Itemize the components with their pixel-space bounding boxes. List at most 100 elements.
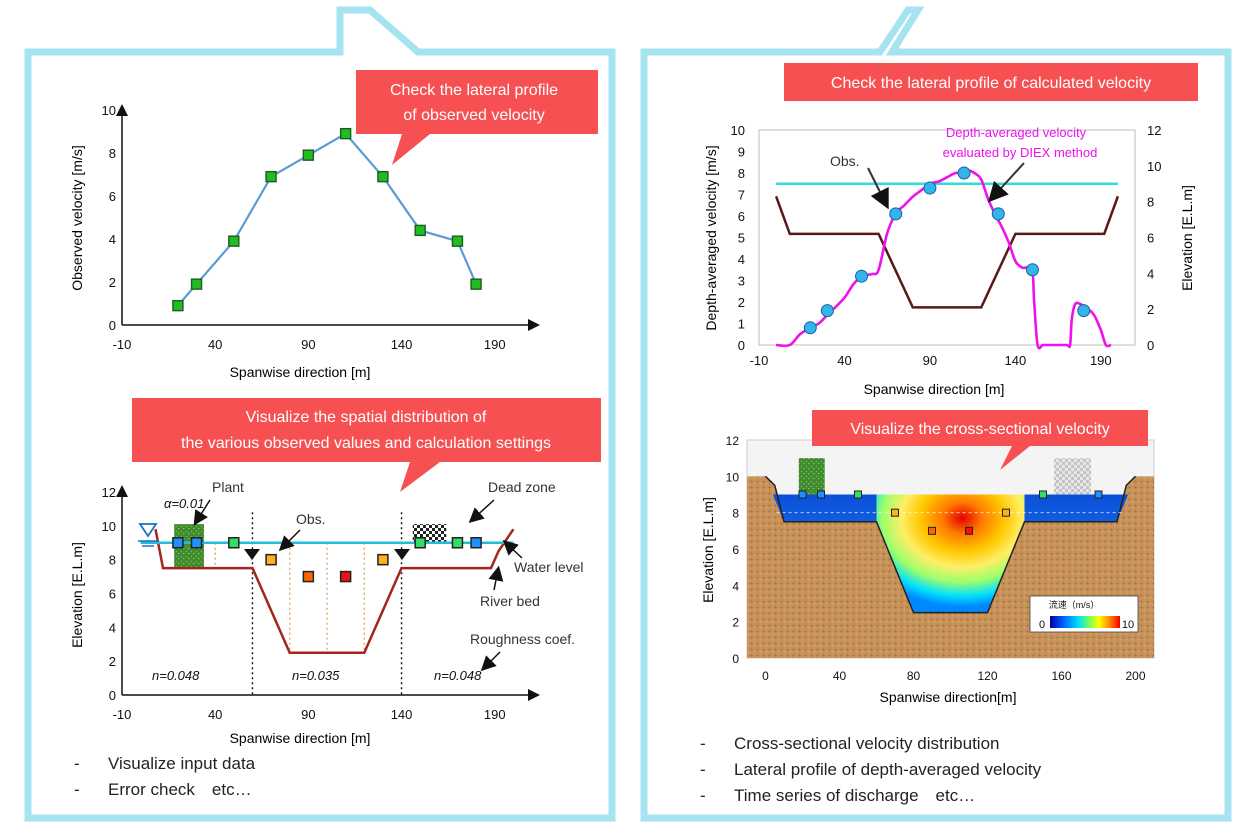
y2-tick-label: 8 (1147, 195, 1154, 210)
y-tick-label: 0 (732, 652, 739, 666)
obs-label: Obs. (830, 153, 860, 169)
obs-arrow (867, 167, 889, 210)
observation-point (1039, 490, 1047, 499)
observation-point (414, 537, 426, 549)
observed-velocity-line (177, 132, 478, 307)
observation-point (339, 570, 352, 583)
roughness-arrow (480, 651, 501, 672)
y2-tick-label: 6 (1147, 231, 1154, 246)
y-tick-label: 0 (109, 318, 116, 333)
list-item: - Time series of discharge etc… (700, 786, 976, 805)
callout-text: Check the lateral profile of calculated … (831, 75, 1151, 92)
calc-line-arrow (987, 162, 1025, 203)
alpha-label: α=0.01 (164, 496, 204, 511)
observation-points (798, 490, 1103, 535)
x-tick-label: 0 (762, 669, 769, 683)
colorbar-max: 10 (1122, 619, 1134, 631)
data-point (470, 278, 482, 290)
y-tick-label: 3 (738, 274, 745, 289)
x-tick-label: -10 (113, 707, 132, 722)
observed-velocity-chart: 0 2 4 6 8 10 -10 40 90 140 190 Spanwise direction… (69, 103, 540, 380)
observation-point (965, 526, 973, 535)
x-tick-label: 80 (907, 669, 921, 683)
river-bed-arrow (488, 565, 504, 591)
y-tick-label: 2 (738, 295, 745, 310)
y-ticks: 0 2 4 6 8 10 12 (726, 434, 740, 666)
y-tick-label: 10 (726, 470, 740, 484)
y-tick-label: 12 (102, 485, 116, 500)
y2-tick-label: 2 (1147, 302, 1154, 317)
plant-label: Plant (212, 479, 244, 495)
spatial-distribution-chart: 0 2 4 6 8 10 12 -10 40 90 140 190 Plant α=0.01 Obs… (69, 479, 584, 746)
x-tick-label: 140 (391, 707, 413, 722)
list-item: - Error check etc… (74, 780, 252, 799)
y-axis-label: Elevation [E.L.m] (69, 542, 85, 648)
water-level-arrow (502, 539, 523, 559)
y-tick-label: 2 (109, 654, 116, 669)
divider-marker-right (394, 549, 410, 560)
colorbar-title: 流速（m/s） (1049, 599, 1100, 610)
y2-tick-label: 12 (1147, 123, 1161, 138)
observation-point (928, 526, 936, 535)
y-tick-label: 4 (109, 620, 116, 635)
observed-point (820, 304, 834, 318)
river-bed-line (154, 528, 515, 654)
callout-cross-section: Visualize the cross-sectional velocity (812, 410, 1148, 470)
observation-point (302, 570, 315, 583)
y-tick-label: 10 (102, 519, 116, 534)
x-tick-label: 200 (1125, 669, 1145, 683)
channel-outline (764, 475, 1137, 614)
x-tick-label: 120 (977, 669, 997, 683)
water-level-symbol (138, 523, 158, 547)
y-tick-label: 7 (738, 188, 745, 203)
x-tick-label: -10 (750, 353, 769, 368)
callout-line-1: Visualize the spatial distribution of (246, 409, 487, 426)
x-tick-label: 90 (301, 337, 315, 352)
y-tick-label: 2 (109, 275, 116, 290)
observation-point (377, 553, 389, 566)
observed-point (923, 181, 937, 195)
y-tick-label: 9 (738, 145, 745, 160)
y-tick-label: 8 (738, 166, 745, 181)
x-ticks: -10 40 90 140 190 (113, 707, 506, 722)
list-item: - Lateral profile of depth-averaged veloc… (700, 760, 1042, 779)
y-tick-label: 10 (102, 103, 116, 118)
observed-points (803, 166, 1091, 335)
calc-line-label-1: Depth-averaged velocity (946, 125, 1087, 140)
cross-section-chart: 0 2 4 6 8 10 12 0 40 80 120 160 200 流速（m/s） 0 10 Sp… (700, 434, 1155, 705)
y-tick-label: 1 (738, 317, 745, 332)
list-item: - Visualize input data (74, 754, 256, 773)
roughness-label: Roughness coef. (470, 631, 575, 647)
divider-marker-left (244, 549, 260, 560)
plant-zone (798, 458, 825, 495)
list-item: - Cross-sectional velocity distribution (700, 734, 1000, 753)
y-axis-label: Elevation [E.L.m] (700, 497, 716, 603)
y2-tick-label: 0 (1147, 338, 1154, 353)
data-point (377, 170, 389, 183)
y-tick-label: 6 (109, 189, 116, 204)
data-point (339, 127, 352, 140)
y-tick-label: 6 (738, 209, 745, 224)
colorbar: 流速（m/s） 0 10 (1029, 595, 1139, 633)
x-ticks: 0 40 80 120 160 200 (762, 669, 1146, 683)
x-tick-label: 40 (208, 707, 222, 722)
observed-point (803, 321, 817, 335)
n-center-label: n=0.035 (292, 668, 340, 683)
obs-arrow (278, 529, 301, 552)
n-right-label: n=0.048 (434, 668, 482, 683)
observed-point (957, 166, 971, 180)
x-tick-label: 190 (484, 707, 506, 722)
observation-point (265, 553, 277, 566)
callout-line-2: of observed velocity (403, 107, 544, 124)
dead-zone (1054, 458, 1092, 495)
dead-zone-arrow (468, 499, 495, 524)
y-axis-arrow (116, 104, 128, 116)
x-tick-label: 140 (391, 337, 413, 352)
observation-point (798, 490, 807, 499)
y-tick-label: 0 (738, 338, 745, 353)
x-ticks: -10 40 90 140 190 (750, 353, 1112, 368)
x-axis-label: Spanwise direction [m] (230, 364, 371, 380)
x-axis-arrow (528, 689, 540, 701)
data-point (451, 235, 464, 247)
